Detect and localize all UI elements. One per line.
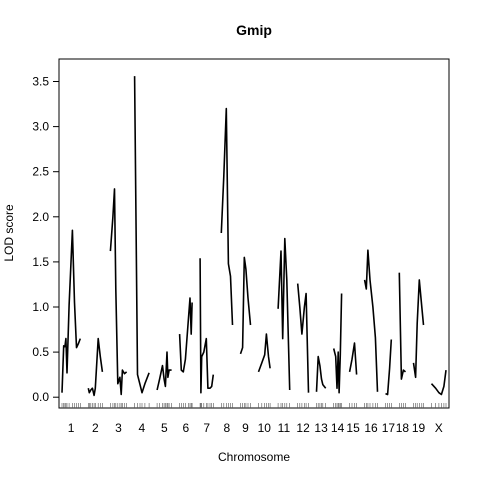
x-tick-label-chr-15: 15 <box>346 421 360 435</box>
x-tick-label-chr-10: 10 <box>258 421 272 435</box>
lod-curve-chr-3 <box>110 189 126 395</box>
x-tick-label-chr-5: 5 <box>161 421 168 435</box>
x-axis-label: Chromosome <box>218 450 290 464</box>
lod-curve-chr-1 <box>62 230 80 392</box>
x-tick-label-chr-16: 16 <box>364 421 378 435</box>
lod-curve-chr-16 <box>365 250 378 392</box>
x-tick-label-chr-8: 8 <box>224 421 231 435</box>
y-axis: 0.0 0.5 1.0 1.5 2.0 2.5 3.0 3.5 <box>32 75 59 405</box>
chart-title: Gmip <box>236 22 272 38</box>
lod-curve-chr-6 <box>180 298 193 372</box>
x-tick-label-chr-11: 11 <box>278 421 291 435</box>
x-tick-label-chr-X: X <box>435 421 443 435</box>
x-tick-label-chr-14: 14 <box>331 421 345 435</box>
lod-curve-chr-15 <box>350 343 357 375</box>
plot-marks <box>62 76 446 395</box>
lod-curve-chr-X <box>432 370 447 394</box>
lod-curve-chr-4 <box>135 76 150 393</box>
lod-curve-chr-18 <box>399 273 405 379</box>
marker-rug <box>62 403 446 408</box>
y-axis-label: LOD score <box>2 204 16 262</box>
lod-curve-chr-19 <box>414 280 424 377</box>
lod-curve-chr-12 <box>298 284 309 393</box>
lod-curve-chr-8 <box>221 109 232 325</box>
y-tick-label: 2.0 <box>32 210 49 224</box>
y-tick-label: 3.0 <box>32 120 49 134</box>
x-tick-label-chr-2: 2 <box>92 421 99 435</box>
x-axis: 1 2 3 4 5 6 7 8 9 10 11 12 13 14 15 16 17 18 19 X <box>68 421 443 435</box>
lod-curve-chr-14 <box>334 294 342 393</box>
x-tick-label-chr-9: 9 <box>242 421 249 435</box>
x-tick-label-chr-18: 18 <box>396 421 410 435</box>
x-tick-label-chr-6: 6 <box>182 421 189 435</box>
y-tick-label: 0.0 <box>32 390 49 404</box>
x-tick-label-chr-4: 4 <box>138 421 145 435</box>
x-tick-label-chr-1: 1 <box>68 421 75 435</box>
lod-curve-chr-17 <box>386 340 392 395</box>
x-tick-label-chr-3: 3 <box>115 421 122 435</box>
x-tick-label-chr-12: 12 <box>296 421 310 435</box>
lod-curve-chr-10 <box>259 334 271 372</box>
lod-curve-chr-5 <box>157 352 172 390</box>
x-tick-label-chr-13: 13 <box>314 421 328 435</box>
y-tick-label: 1.0 <box>32 300 49 314</box>
y-tick-label: 3.5 <box>32 75 49 89</box>
y-tick-label: 1.5 <box>32 255 49 269</box>
lod-curve-chr-13 <box>317 357 326 392</box>
lod-curve-chr-2 <box>88 339 102 396</box>
lod-curve-chr-9 <box>241 257 251 354</box>
x-tick-label-chr-17: 17 <box>382 421 396 435</box>
lod-curve-chr-7 <box>200 258 213 392</box>
y-tick-label: 0.5 <box>32 345 49 359</box>
y-tick-label: 2.5 <box>32 165 49 179</box>
x-tick-label-chr-19: 19 <box>412 421 426 435</box>
x-tick-label-chr-7: 7 <box>203 421 210 435</box>
lod-curve-chr-11 <box>278 239 290 391</box>
